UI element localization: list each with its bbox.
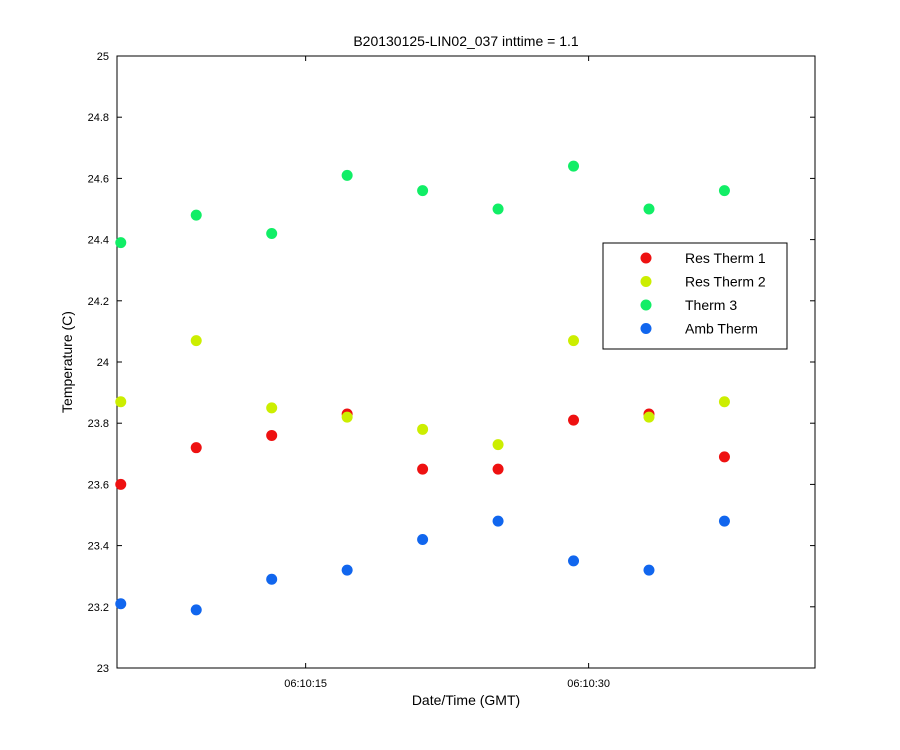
data-point-series-4 (190, 604, 202, 616)
data-point-series-2 (568, 335, 580, 347)
data-point-series-2 (190, 335, 202, 347)
plot-area (116, 55, 816, 669)
y-tick-label: 23.6 (88, 479, 109, 491)
y-tick-label: 23.2 (88, 602, 109, 614)
y-tick-label: 24.4 (88, 235, 109, 247)
data-point-series-1 (115, 478, 127, 490)
data-point-series-4 (492, 515, 504, 527)
data-point-series-3 (190, 209, 202, 221)
data-point-series-2 (643, 411, 655, 423)
y-axis-label: Temperature (C) (59, 311, 75, 413)
axis-ticks (117, 55, 815, 669)
y-tick-label: 24.2 (88, 296, 109, 308)
y-tick-label: 23.8 (88, 418, 109, 430)
legend-label: Res Therm 2 (685, 274, 766, 290)
legend-marker (640, 252, 652, 264)
data-point-series-4 (568, 555, 580, 567)
y-tick-label: 25 (97, 51, 109, 63)
y-tick-label: 24 (97, 357, 109, 369)
legend-marker (640, 323, 652, 334)
data-point-series-2 (417, 423, 429, 435)
data-point-series-3 (266, 227, 278, 239)
legend-box (602, 242, 788, 350)
x-axis-label: Date/Time (GMT) (412, 692, 520, 708)
data-point-series-1 (718, 451, 730, 463)
legend-marker (640, 299, 652, 311)
legend-label: Therm 3 (685, 297, 737, 313)
data-point-series-1 (417, 463, 429, 475)
data-point-series-3 (718, 185, 730, 197)
data-point-series-1 (492, 463, 504, 475)
data-point-series-2 (492, 439, 504, 451)
data-point-series-1 (568, 414, 580, 426)
data-point-series-3 (492, 203, 504, 215)
data-point-series-3 (568, 160, 580, 172)
axis-tick-labels: 23 23.2 23.4 23.6 23.8 24 24.2 24.4 24.6 24.8 25 06… (88, 51, 610, 690)
data-point-series-3 (643, 203, 655, 215)
data-point-series-1 (266, 429, 278, 441)
data-point-series-4 (643, 564, 655, 576)
data-point-series-4 (266, 573, 278, 585)
y-tick-label: 23 (97, 663, 109, 675)
y-tick-label: 24.6 (88, 173, 109, 185)
data-point-series-3 (417, 185, 429, 197)
x-tick-label: 06:10:30 (567, 678, 610, 690)
data-points (115, 160, 730, 616)
data-point-series-1 (190, 442, 202, 454)
x-tick-label: 06:10:15 (284, 678, 327, 690)
data-point-series-4 (341, 564, 353, 576)
data-point-series-4 (115, 598, 127, 610)
y-tick-label: 24.8 (88, 112, 109, 124)
legend: Res Therm 1 Res Therm 2 Therm 3 Amb Therm (602, 242, 788, 350)
data-point-series-2 (718, 396, 730, 408)
legend-label: Res Therm 1 (685, 250, 766, 266)
data-point-series-2 (266, 402, 278, 414)
legend-marker (640, 276, 652, 287)
y-tick-label: 23.4 (88, 541, 109, 553)
data-point-series-4 (417, 533, 429, 545)
data-point-series-3 (115, 237, 127, 249)
data-point-series-2 (341, 411, 353, 423)
data-point-series-2 (115, 396, 127, 408)
legend-label: Amb Therm (685, 321, 758, 337)
chart-title: B20130125-LIN02_037 inttime = 1.1 (353, 33, 579, 49)
data-point-series-4 (718, 515, 730, 527)
data-point-series-3 (341, 169, 353, 181)
